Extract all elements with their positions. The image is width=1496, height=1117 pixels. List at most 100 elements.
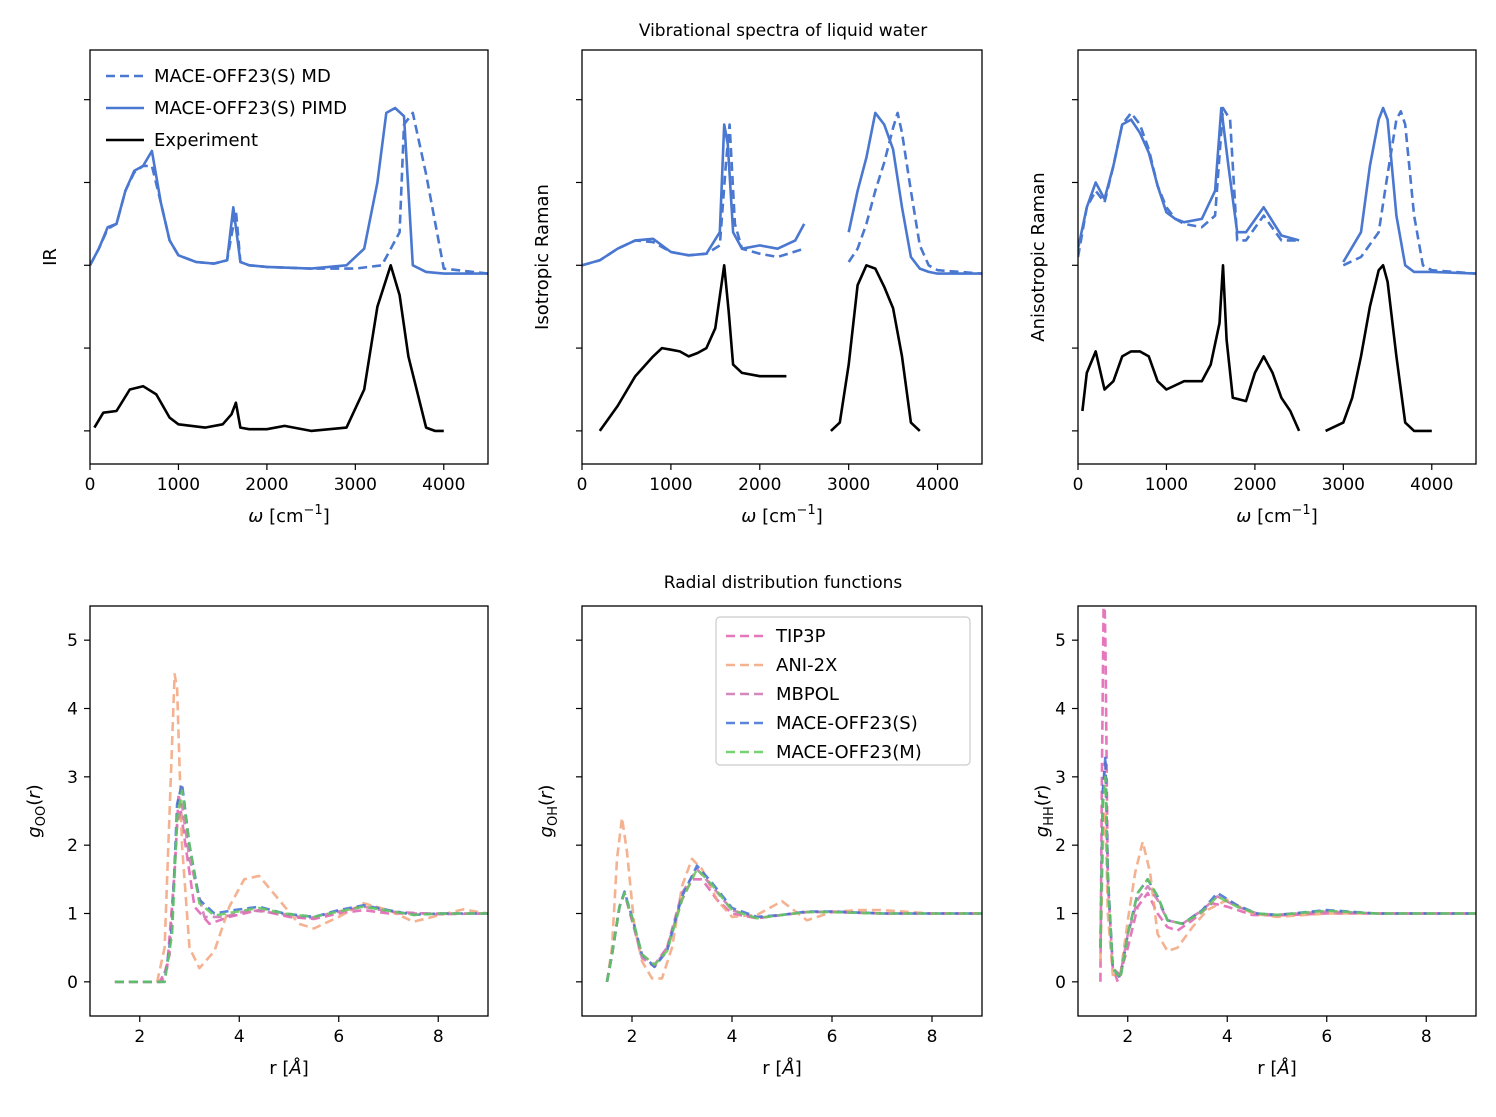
panel-anisotropic-raman: 0 1000 2000 3000 4000 ω [cm−1] Anisotropic Ram…: [1028, 49, 1477, 527]
goo-ytick-label: 3: [67, 768, 78, 788]
isotropic-raman-axes-frame: [581, 49, 983, 465]
ghh-ytick-label: 4: [1055, 700, 1066, 720]
goh-line-tip3p-0: [605, 877, 982, 983]
rdf-legend-box: [715, 616, 971, 766]
ir-xtick-label: 4000: [422, 475, 465, 495]
rdf-legend-label: ANI-2X: [776, 655, 837, 676]
goh-line-mbpol-2: [605, 867, 982, 983]
goh-xtick-label: 4: [727, 1027, 738, 1047]
panel-ir: 0 1000 2000 3000 4000 ω [cm−1] IR: [40, 49, 489, 527]
goh-series-group: [605, 816, 982, 983]
isotropic-raman-xtick-label: 1000: [649, 475, 692, 495]
goh-ylabel: gOH(r): [536, 785, 561, 838]
ir-xtick-label: 2000: [245, 475, 288, 495]
ghh-xtick-label: 8: [1421, 1027, 1432, 1047]
anisotropic-raman-xtick-label: 0: [1073, 475, 1084, 495]
anisotropic-raman-line-mace-off23-s-pimd-1: [1078, 106, 1300, 249]
isotropic-raman-xtick-label: 4000: [916, 475, 959, 495]
rdf-title: Radial distribution functions: [664, 573, 903, 593]
rdf-legend-label: MACE-OFF23(S): [776, 713, 918, 734]
ir-xtick-label: 0: [85, 475, 96, 495]
anisotropic-raman-series-group: [1078, 106, 1476, 433]
ir-axes-frame: [89, 49, 489, 465]
goo-ytick-label: 5: [67, 631, 78, 651]
ir-series-group: [90, 106, 488, 433]
ghh-ytick-label: 1: [1055, 905, 1066, 925]
anisotropic-raman-xtick-label: 4000: [1410, 475, 1453, 495]
ghh-line-tip3p-0: [1099, 606, 1476, 984]
anisotropic-raman-line-experiment-5: [1325, 263, 1432, 433]
ghh-xtick-label: 4: [1222, 1027, 1233, 1047]
anisotropic-raman-xtick-label: 1000: [1145, 475, 1188, 495]
anisotropic-raman-line-experiment-4: [1081, 263, 1301, 432]
isotropic-raman-ylabel: Isotropic Raman: [532, 184, 553, 330]
ir-line-mace-off23-s-md-0: [90, 111, 488, 275]
ir-xlabel: ω [cm−1]: [248, 503, 329, 527]
goo-line-mace-off23-s--3: [114, 782, 488, 984]
ir-xtick-label: 3000: [334, 475, 377, 495]
goo-line-mace-off23-m--4: [114, 789, 488, 984]
ghh-ytick-label: 3: [1055, 768, 1066, 788]
isotropic-raman-series-group: [582, 111, 982, 432]
goo-line-ani-2x-1: [114, 672, 488, 984]
spectra-legend-label: MACE-OFF23(S) PIMD: [154, 98, 347, 119]
anisotropic-raman-ylabel: Anisotropic Raman: [1028, 172, 1049, 341]
goh-axes-frame: [581, 605, 983, 1017]
goo-ytick-label: 4: [67, 700, 78, 720]
spectra-title: Vibrational spectra of liquid water: [639, 21, 927, 41]
rdf-legend-label: TIP3P: [775, 626, 826, 647]
panel-isotropic-raman: 0 1000 2000 3000 4000 ω [cm−1] Isotropic Raman: [532, 49, 983, 527]
goh-line-mace-off23-s--3: [605, 864, 982, 983]
ghh-xtick-label: 6: [1321, 1027, 1332, 1047]
goo-xtick-label: 2: [134, 1027, 145, 1047]
isotropic-raman-line-mace-off23-s-pimd-1: [582, 123, 806, 267]
goo-ytick-label: 1: [67, 905, 78, 925]
isotropic-raman-xtick-label: 3000: [827, 475, 870, 495]
ir-ylabel: IR: [40, 248, 61, 266]
ghh-line-mbpol-2: [1099, 761, 1476, 977]
anisotropic-raman-xtick-label: 3000: [1322, 475, 1365, 495]
goo-xtick-label: 8: [433, 1027, 444, 1047]
ghh-axes-frame: [1077, 605, 1477, 1017]
goo-ytick-label: 2: [67, 836, 78, 856]
spectra-legend-label: Experiment: [154, 130, 258, 151]
anisotropic-raman-line-mace-off23-s-md-0: [1078, 106, 1300, 258]
anisotropic-raman-axes-frame: [1077, 49, 1477, 465]
ir-line-experiment-2: [93, 263, 444, 433]
ghh-series-group: [1099, 606, 1476, 984]
ghh-xtick-label: 2: [1122, 1027, 1133, 1047]
anisotropic-raman-line-mace-off23-s-pimd-3: [1342, 106, 1476, 275]
ghh-xlabel: r [Å]: [1257, 1057, 1297, 1079]
goo-xtick-label: 4: [234, 1027, 245, 1047]
isotropic-raman-xtick-label: 0: [577, 475, 588, 495]
ir-line-mace-off23-s-pimd-1: [90, 106, 488, 275]
anisotropic-raman-xtick-label: 2000: [1233, 475, 1276, 495]
goh-xtick-label: 2: [627, 1027, 638, 1047]
panel-ghh: 2 4 6 8 0 1 2 3 4 5 r [Å] gHH(r): [1032, 605, 1477, 1079]
goh-line-ani-2x-1: [605, 816, 982, 982]
rdf-legend-label: MACE-OFF23(M): [776, 742, 922, 763]
goo-series-group: [114, 672, 488, 984]
ghh-ylabel: gHH(r): [1032, 785, 1057, 837]
isotropic-raman-line-experiment-4: [598, 263, 787, 432]
ghh-ytick-label: 2: [1055, 836, 1066, 856]
ir-xtick-label: 1000: [157, 475, 200, 495]
isotropic-raman-xtick-label: 2000: [738, 475, 781, 495]
isotropic-raman-line-mace-off23-s-pimd-3: [847, 111, 982, 275]
ghh-ytick-label: 5: [1055, 631, 1066, 651]
spectra-legend: MACE-OFF23(S) MD MACE-OFF23(S) PIMD Experi…: [106, 66, 347, 151]
panel-goo: 2 4 6 8 0 1 2 3 4 5 r [Å] gOO(r): [24, 605, 489, 1079]
goo-line-mbpol-2: [114, 802, 488, 984]
rdf-legend-label: MBPOL: [776, 684, 839, 705]
ghh-line-mace-off23-s--3: [1099, 754, 1476, 980]
goh-line-mace-off23-m--4: [605, 867, 982, 983]
ghh-ytick-label: 0: [1055, 973, 1066, 993]
goh-xtick-label: 6: [827, 1027, 838, 1047]
goh-xlabel: r [Å]: [762, 1057, 802, 1079]
goo-ylabel: gOO(r): [24, 784, 49, 837]
goo-xtick-label: 6: [333, 1027, 344, 1047]
goo-axes-frame: [89, 605, 489, 1017]
anisotropic-raman-xlabel: ω [cm−1]: [1236, 503, 1317, 527]
isotropic-raman-line-mace-off23-s-md-2: [847, 111, 982, 275]
